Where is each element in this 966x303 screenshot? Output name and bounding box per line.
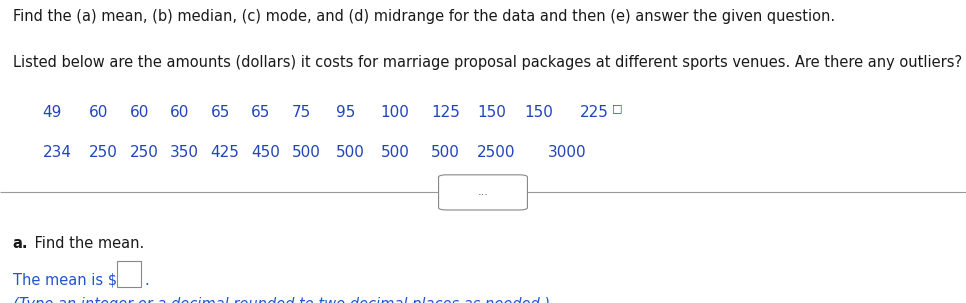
Text: 150: 150 bbox=[525, 105, 554, 120]
Text: 150: 150 bbox=[477, 105, 506, 120]
Text: 425: 425 bbox=[211, 145, 240, 161]
Text: □: □ bbox=[612, 103, 623, 113]
Text: Find the mean.: Find the mean. bbox=[30, 236, 144, 251]
Text: 500: 500 bbox=[336, 145, 365, 161]
Text: 49: 49 bbox=[43, 105, 62, 120]
Text: .: . bbox=[144, 273, 149, 288]
Text: Find the (a) mean, (b) median, (c) mode, and (d) midrange for the data and then : Find the (a) mean, (b) median, (c) mode,… bbox=[13, 9, 835, 24]
Text: 125: 125 bbox=[431, 105, 460, 120]
Text: 2500: 2500 bbox=[477, 145, 516, 161]
Text: 250: 250 bbox=[129, 145, 158, 161]
Text: 60: 60 bbox=[89, 105, 108, 120]
Text: 500: 500 bbox=[292, 145, 321, 161]
Text: ...: ... bbox=[477, 187, 489, 198]
Text: (Type an integer or a decimal rounded to two decimal places as needed.): (Type an integer or a decimal rounded to… bbox=[13, 297, 550, 303]
FancyBboxPatch shape bbox=[439, 175, 527, 210]
Text: 250: 250 bbox=[89, 145, 118, 161]
Text: 225: 225 bbox=[580, 105, 609, 120]
Text: 95: 95 bbox=[336, 105, 355, 120]
FancyBboxPatch shape bbox=[117, 261, 141, 287]
Text: Listed below are the amounts (dollars) it costs for marriage proposal packages a: Listed below are the amounts (dollars) i… bbox=[13, 55, 962, 70]
Text: 60: 60 bbox=[170, 105, 189, 120]
Text: 234: 234 bbox=[43, 145, 71, 161]
Text: 100: 100 bbox=[381, 105, 410, 120]
Text: The mean is $: The mean is $ bbox=[13, 273, 117, 288]
Text: 3000: 3000 bbox=[548, 145, 586, 161]
Text: 350: 350 bbox=[170, 145, 199, 161]
Text: 75: 75 bbox=[292, 105, 311, 120]
Text: a.: a. bbox=[13, 236, 28, 251]
Text: 500: 500 bbox=[431, 145, 460, 161]
Text: 500: 500 bbox=[381, 145, 410, 161]
Text: 65: 65 bbox=[251, 105, 270, 120]
Text: 65: 65 bbox=[211, 105, 230, 120]
Text: 450: 450 bbox=[251, 145, 280, 161]
Text: 60: 60 bbox=[129, 105, 149, 120]
